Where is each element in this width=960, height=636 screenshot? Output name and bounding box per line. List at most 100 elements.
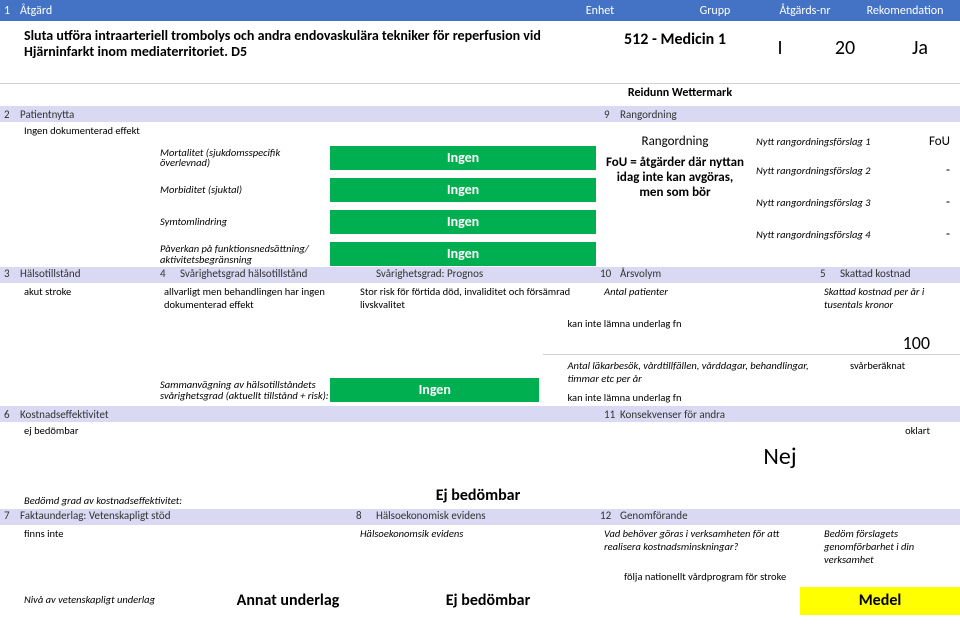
metric-mortality: Mortalitet (sjukdomsspecifik överlevnad)…: [0, 145, 600, 171]
sec2-num: 2: [0, 108, 20, 121]
hdr-atgard: Åtgärd: [20, 4, 530, 18]
metric-symptom-label: Symtomlindring: [0, 217, 330, 228]
folja: följa nationellt vårdprogram för stroke: [600, 568, 960, 587]
header-row: 1 Åtgärd Enhet Grupp Åtgärds-nr Rekomend…: [0, 0, 960, 22]
sec12-num: 12: [600, 509, 620, 525]
sec9-num: 9: [600, 108, 620, 121]
sec5-title: Skattad kostnad: [840, 267, 960, 283]
metric-function: Påverkan på funktionsnedsättning/ aktivi…: [0, 241, 600, 267]
r356-e: Skattad kostnad per år i tusentals krono…: [820, 283, 960, 313]
sec8-title: Hälsoekonomisk evidens: [376, 509, 600, 525]
bottom-row: Nivå av vetenskapligt underlag Annat und…: [0, 587, 960, 615]
sec4b-title: Svårighetsgrad: Prognos: [376, 267, 600, 283]
rang-big: Rangordning: [600, 134, 750, 149]
rang-l2: Nytt rangordningsförslag 2: [750, 164, 900, 177]
metric-morbidity-label: Morbiditet (sjuktal): [0, 185, 330, 196]
sec-3-4-10-5: 3 Hälsotillstånd 4 Svårighetsgrad hälsot…: [0, 267, 960, 283]
hdr-enhet: Enhet: [530, 4, 670, 18]
nr-value: 20: [810, 22, 880, 83]
niva: Nivå av vetenskapligt underlag: [0, 587, 200, 615]
rb2r: svårberäknat: [850, 355, 960, 387]
ejbed-1: Ej bedömbar: [356, 483, 600, 509]
author: Reidunn Wettermark: [560, 84, 800, 106]
rb2: Antal läkarbesök, vårdtillfällen, vårdda…: [543, 355, 850, 387]
grupp-value: I: [750, 22, 810, 83]
r356-c: Stor risk för förtida död, invaliditet o…: [356, 283, 600, 313]
vad: Vad behöver göras i verksamheten för att…: [600, 525, 820, 555]
rang-top: Rangordning Nytt rangordningsförslag 1 F…: [600, 128, 960, 154]
rang-v1: FoU: [900, 134, 960, 149]
rek-value: Ja: [880, 22, 960, 83]
nej: Nej: [600, 437, 960, 477]
metric-mortality-label: Mortalitet (sjukdomsspecifik överlevnad): [0, 148, 330, 169]
sec4-title: Svårighetsgrad hälsotillstånd: [180, 267, 376, 283]
gradkost: Bedömd grad av kostnadseffektivitet:: [0, 492, 356, 509]
medel: Medel: [800, 587, 960, 615]
page: 1 Åtgärd Enhet Grupp Åtgärds-nr Rekomend…: [0, 0, 960, 615]
sec7-num: 7: [0, 509, 20, 525]
sec10-title: Årsvolym: [620, 267, 820, 283]
finns: finns inte: [0, 525, 356, 542]
rb1: kan inte lämna underlag fn: [543, 313, 960, 332]
samman-line: Sammanvägning av hälsotillståndets svåri…: [0, 377, 543, 403]
rang-l4: Nytt rangordningsförslag 4: [750, 228, 900, 241]
r356-b: allvarligt men behandlingen har ingen do…: [160, 283, 356, 313]
metric-morbidity-val: Ingen: [330, 178, 596, 202]
samman-b: svårighetsgrad (aktuellt tillstånd + ris…: [160, 389, 329, 402]
oklart: oklart: [600, 422, 960, 437]
metric-symptom: Symtomlindring Ingen: [0, 209, 600, 235]
m4b: aktivitetsbegränsning: [160, 253, 252, 266]
metric-mortality-val: Ingen: [330, 146, 596, 170]
annat: Annat underlag: [200, 587, 376, 615]
samman-label: Sammanvägning av hälsotillståndets svåri…: [0, 379, 330, 401]
sec-6: 6 Kostnadseffektivitet: [0, 406, 600, 422]
rang-v2: -: [900, 163, 960, 178]
sec-11: 11 Konsekvenser för andra: [600, 406, 960, 422]
sec8-num: 8: [356, 509, 376, 525]
rang-l1: Nytt rangordningsförslag 1: [750, 135, 900, 148]
sec12-title: Genomförande: [620, 509, 960, 525]
action-title: Sluta utföra intraarteriell trombolys oc…: [0, 22, 600, 83]
row-356: akut stroke allvarligt men behandlingen …: [0, 283, 960, 313]
hev: Hälsoekonomsik evidens: [356, 525, 600, 542]
sec6-num: 6: [0, 408, 20, 421]
hdr-nr: Åtgärds-nr: [760, 4, 850, 18]
sec10-num: 10: [600, 267, 620, 283]
sec11-title: Konsekvenser för andra: [620, 408, 960, 421]
rang-v3: -: [900, 195, 960, 210]
r356-a: akut stroke: [0, 283, 160, 313]
sec3-title: Hälsotillstånd: [20, 267, 160, 283]
metric-function-val: Ingen: [330, 242, 596, 266]
rb3: kan inte lämna underlag fn: [543, 387, 960, 406]
hdr-rek: Rekomendation: [850, 4, 960, 18]
hdr-1: 1: [0, 4, 20, 18]
sec2-title: Patientnytta: [20, 108, 600, 121]
ejbed-2: Ej bedömbar: [376, 587, 600, 615]
sec9-title: Rangordning: [620, 108, 960, 121]
sec5-num: 5: [820, 267, 840, 283]
bedom: Bedöm förslagets genomförbarhet i din ve…: [820, 525, 960, 568]
sec3-num: 3: [0, 267, 20, 283]
sec-9: 9 Rangordning: [600, 106, 960, 122]
val-100: 100: [543, 332, 960, 354]
sec7-title: Faktaunderlag: Vetenskapligt stöd: [20, 509, 356, 525]
r356-d: Antal patienter: [600, 283, 820, 313]
metric-morbidity: Morbiditet (sjuktal) Ingen: [0, 177, 600, 203]
ejbed-sub: ej bedömbar: [0, 422, 600, 439]
sec11-num: 11: [600, 408, 620, 421]
hdr-grupp: Grupp: [670, 4, 760, 18]
fou-box: FoU = åtgärder där nyttan idag inte kan …: [600, 154, 960, 258]
rang-v4: -: [900, 227, 960, 242]
fou-text: FoU = åtgärder där nyttan idag inte kan …: [600, 154, 750, 203]
sec6-title: Kostnadseffektivitet: [20, 408, 600, 421]
sec2-sub: Ingen dokumenterad effekt: [0, 122, 600, 139]
enhet-value: 512 - Medicin 1: [600, 22, 750, 83]
metric-symptom-val: Ingen: [330, 210, 596, 234]
metric-function-label: Påverkan på funktionsnedsättning/ aktivi…: [0, 243, 330, 265]
samman-val: Ingen: [330, 378, 539, 402]
sec-2: 2 Patientnytta: [0, 106, 600, 122]
sec4-num: 4: [160, 267, 180, 283]
sec-7-8-12: 7 Faktaunderlag: Vetenskapligt stöd 8 Hä…: [0, 509, 960, 525]
rang-l3: Nytt rangordningsförslag 3: [750, 196, 900, 209]
title-row: Sluta utföra intraarteriell trombolys oc…: [0, 22, 960, 84]
